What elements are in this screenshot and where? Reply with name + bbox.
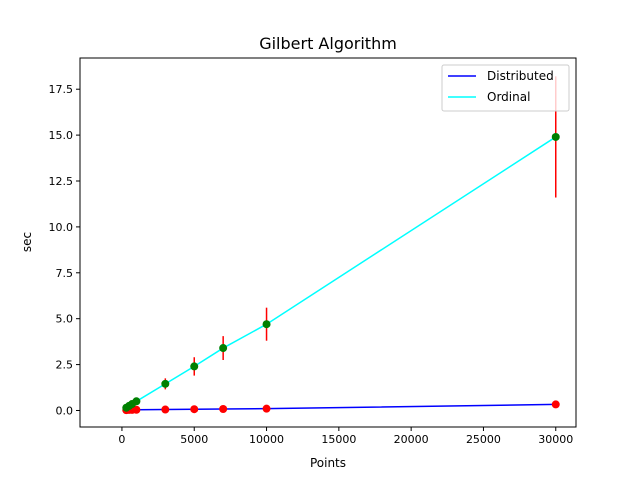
x-tick-label: 5000 xyxy=(180,433,208,446)
data-point-ordinal xyxy=(161,379,170,388)
data-point-distributed xyxy=(219,405,228,414)
y-tick-label: 7.5 xyxy=(56,267,74,280)
data-point-distributed xyxy=(262,404,271,413)
data-point-ordinal xyxy=(551,132,560,141)
chart-title: Gilbert Algorithm xyxy=(259,34,397,53)
y-tick-label: 5.0 xyxy=(56,313,74,326)
y-tick-label: 0.0 xyxy=(56,404,74,417)
x-tick-label: 20000 xyxy=(394,433,429,446)
x-tick-label: 25000 xyxy=(466,433,501,446)
y-tick-label: 10.0 xyxy=(49,221,74,234)
data-point-distributed xyxy=(132,405,141,414)
data-point-ordinal xyxy=(190,362,199,371)
y-axis-label: sec xyxy=(20,232,34,252)
legend-label-ordinal: Ordinal xyxy=(487,90,530,104)
x-tick-label: 30000 xyxy=(538,433,573,446)
y-tick-label: 12.5 xyxy=(49,175,74,188)
y-tick-label: 15.0 xyxy=(49,129,74,142)
x-tick-label: 10000 xyxy=(249,433,284,446)
x-axis-label: Points xyxy=(310,456,346,470)
data-point-distributed xyxy=(551,400,560,409)
data-point-ordinal xyxy=(132,397,141,406)
data-point-distributed xyxy=(190,405,199,414)
data-point-distributed xyxy=(161,405,170,414)
x-tick-label: 0 xyxy=(118,433,125,446)
data-point-ordinal xyxy=(219,344,228,353)
legend-label-distributed: Distributed xyxy=(487,69,554,83)
y-tick-label: 17.5 xyxy=(49,83,74,96)
data-point-ordinal xyxy=(262,320,271,329)
y-tick-label: 2.5 xyxy=(56,359,74,372)
axes-frame xyxy=(79,57,577,428)
axes: 0 5000 10000 15000 20000 25000 30000 0.0 2.5 5.0 7… xyxy=(49,83,574,446)
x-tick-label: 15000 xyxy=(321,433,356,446)
legend: Distributed Ordinal xyxy=(441,64,570,112)
